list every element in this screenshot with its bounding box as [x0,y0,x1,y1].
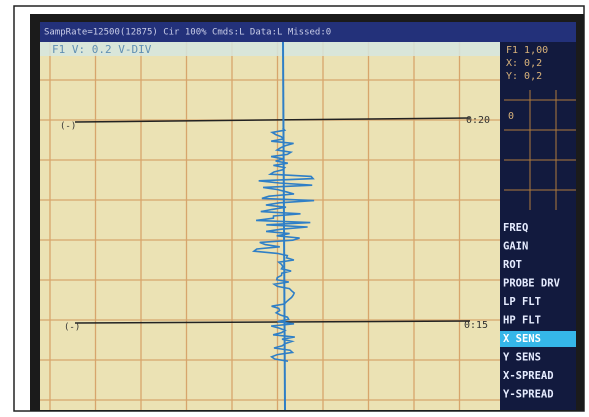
side-info: X: 0,2 [506,58,542,69]
menu-item[interactable]: X-SPREAD [503,370,554,382]
marker-right: 0:15 [464,320,488,331]
menu-label: PROBE DRV [503,278,561,290]
marker-left: (-) [64,323,80,333]
page: SampRate=12500(12875) Cir 100% Cmds:L Da… [0,0,589,417]
menu-label: HP FLT [503,315,541,327]
menu-label: Y-SPREAD [503,389,554,401]
menu-item[interactable]: Y-SPREAD [503,389,554,401]
menu-item[interactable]: X SENS [500,331,576,347]
menu-label: LP FLT [503,296,541,308]
menu-item[interactable]: GAIN [503,241,528,253]
menu-label: X SENS [503,333,541,345]
menu-label: X-SPREAD [503,370,554,382]
menu-item[interactable]: Y SENS [503,352,541,364]
marker-right: 0:20 [466,115,490,126]
menu-label: FREQ [503,222,528,234]
side-info: Y: 0,2 [506,71,542,82]
plot-area [40,42,500,410]
menu-item[interactable]: HP FLT [503,315,541,327]
status-text: SampRate=12500(12875) Cir 100% Cmds:L Da… [44,28,331,38]
menu-item[interactable]: LP FLT [503,296,541,308]
screen-photo: SampRate=12500(12875) Cir 100% Cmds:L Da… [0,0,589,417]
menu-item[interactable]: PROBE DRV [503,278,561,290]
channel-label: F1 V: 0.2 V-DIV [52,43,152,56]
menu-item[interactable]: ROT [503,259,522,271]
marker-left: (-) [60,122,76,132]
mini-plot-label: 0 [508,111,514,122]
menu-label: Y SENS [503,352,541,364]
menu-item[interactable]: FREQ [503,222,528,234]
menu-label: ROT [503,259,522,271]
side-info: F1 1,00 [506,45,548,56]
menu-label: GAIN [503,241,528,253]
